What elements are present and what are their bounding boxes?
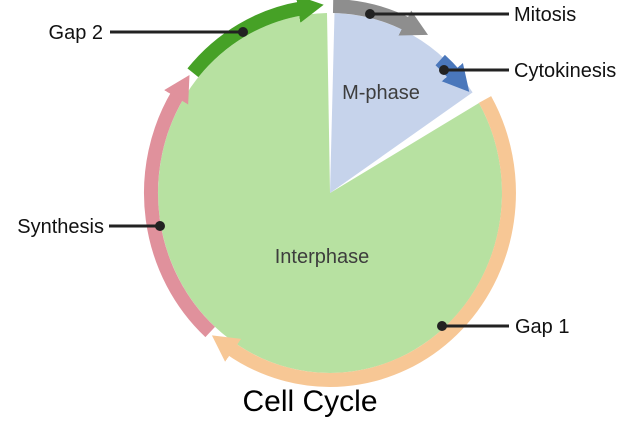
mitosis-leader — [365, 9, 509, 19]
diagram-title: Cell Cycle — [242, 385, 377, 418]
pie-slice-interphase — [158, 13, 503, 373]
pie-slice-mphase — [330, 13, 473, 193]
gap2-label: Gap 2 — [49, 22, 103, 44]
gap1-leader-dot — [437, 321, 447, 331]
cytokinesis-leader — [439, 65, 509, 75]
gap2-leader — [110, 27, 248, 37]
gap2-leader-dot — [238, 27, 248, 37]
interphase-label: Interphase — [275, 246, 370, 268]
gap1-leader — [437, 321, 509, 331]
cytokinesis-leader-dot — [439, 65, 449, 75]
synthesis-label: Synthesis — [17, 216, 104, 238]
mphase-label: M-phase — [342, 82, 420, 104]
gap1-label: Gap 1 — [515, 316, 569, 338]
mitosis-leader-dot — [365, 9, 375, 19]
synthesis-arc — [143, 75, 215, 338]
mitosis-label: Mitosis — [514, 4, 576, 26]
synthesis-leader-dot — [155, 221, 165, 231]
cytokinesis-label: Cytokinesis — [514, 60, 616, 82]
gap1-arc — [211, 96, 516, 387]
synthesis-leader — [109, 221, 165, 231]
